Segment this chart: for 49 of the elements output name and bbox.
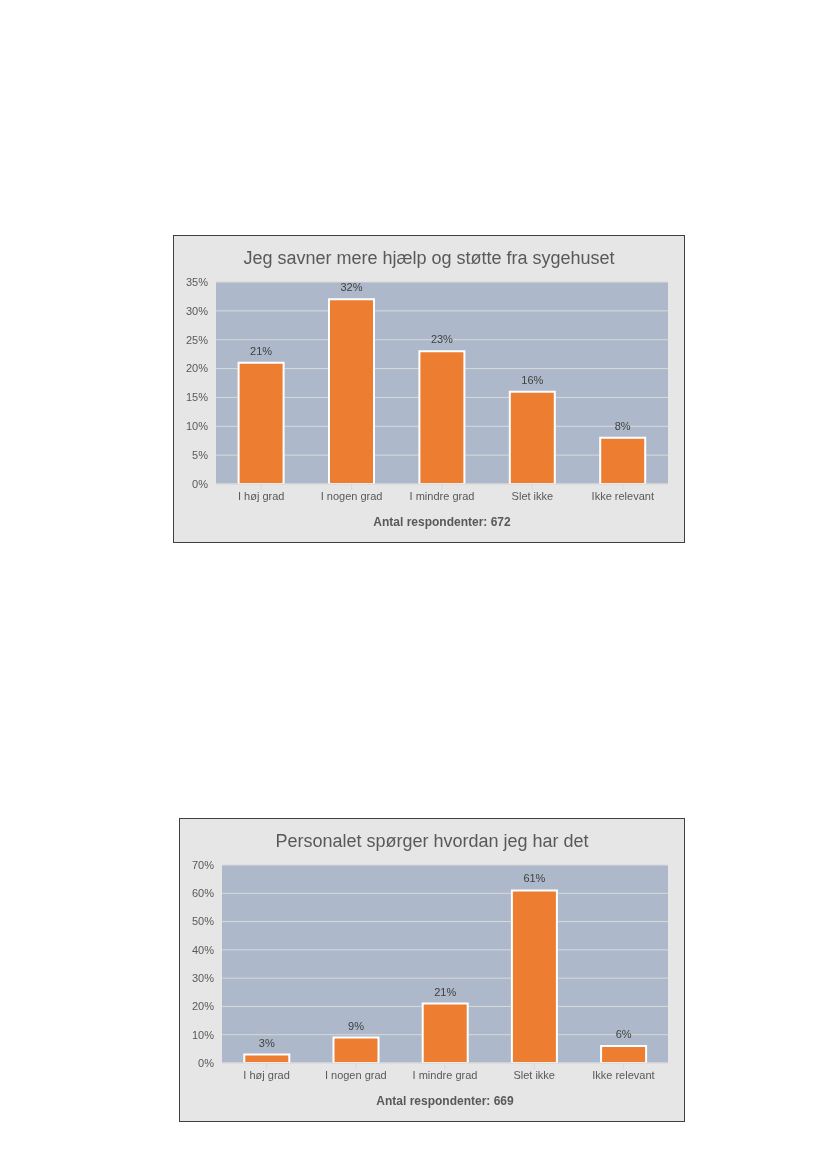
data-label: 21% (434, 985, 457, 998)
y-tick-label: 70% (191, 858, 215, 871)
data-label: 16% (521, 373, 544, 386)
bar (508, 390, 556, 484)
data-label: 21% (250, 344, 273, 357)
y-tick-label: 35% (185, 275, 209, 288)
y-tick-label: 40% (191, 943, 215, 956)
y-tick-label: 10% (191, 1028, 215, 1041)
data-label: 61% (523, 872, 546, 885)
y-tick-label: 50% (191, 915, 215, 928)
x-tick-label: I nogen grad (324, 1068, 387, 1081)
x-tick-label: I høj grad (237, 489, 285, 502)
bar (332, 1036, 380, 1063)
bar (600, 1045, 648, 1063)
data-label: 6% (615, 1028, 632, 1041)
x-tick-label: Ikke relevant (591, 489, 654, 502)
bar (510, 889, 558, 1063)
bar (421, 1002, 469, 1063)
y-tick-label: 20% (191, 1000, 215, 1013)
bar (237, 361, 285, 484)
y-tick-label: 30% (191, 972, 215, 985)
x-axis-title: Antal respondenter: 672 (373, 515, 512, 529)
chart-title: Jeg savner mere hjælp og støtte fra sygehuset (242, 248, 616, 270)
x-tick-label: I mindre grad (409, 489, 475, 502)
x-tick-label: I nogen grad (320, 489, 383, 502)
y-tick-label: 10% (185, 420, 209, 433)
y-tick-label: 60% (191, 887, 215, 900)
data-label: 23% (430, 333, 454, 346)
x-axis-title: Antal respondenter: 669 (376, 1094, 515, 1108)
data-label: 8% (614, 419, 631, 432)
bar (599, 436, 647, 484)
y-tick-label: 25% (185, 333, 209, 346)
y-tick-label: 0% (198, 1056, 215, 1069)
data-label: 32% (340, 281, 363, 294)
bar (418, 350, 466, 484)
x-tick-label: I høj grad (243, 1068, 290, 1081)
chart-title: Personalet spørger hvordan jeg har det (274, 831, 590, 853)
x-tick-label: Slet ikke (511, 489, 554, 502)
x-tick-label: I mindre grad (412, 1068, 478, 1081)
bar (328, 298, 375, 484)
y-tick-label: 15% (185, 391, 209, 404)
y-tick-label: 0% (192, 477, 209, 490)
y-tick-label: 30% (185, 304, 209, 317)
y-tick-label: 20% (185, 362, 209, 375)
data-label: 3% (258, 1036, 275, 1049)
x-tick-label: Slet ikke (513, 1068, 555, 1081)
data-label: 9% (348, 1019, 365, 1032)
x-tick-label: Ikke relevant (592, 1068, 655, 1081)
y-tick-label: 5% (192, 449, 209, 462)
